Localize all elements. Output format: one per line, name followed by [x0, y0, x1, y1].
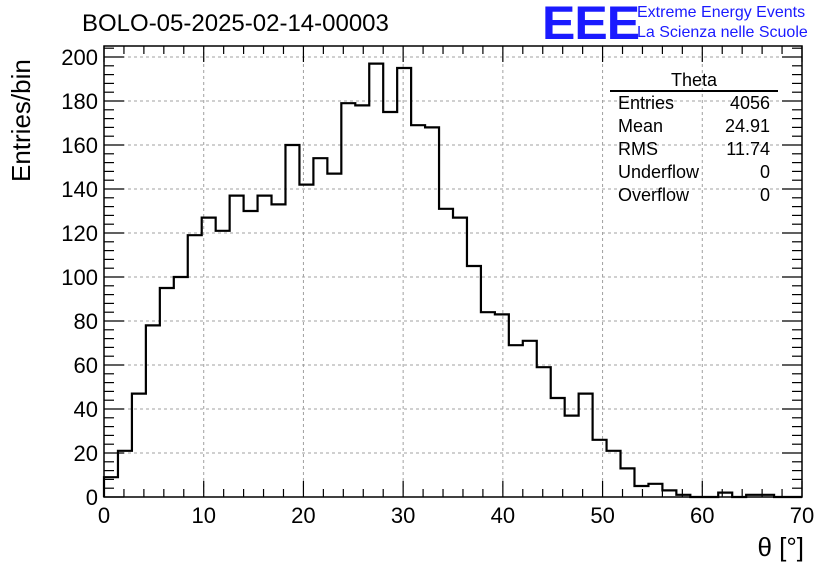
stats-value: 4056: [729, 93, 770, 113]
tick-labels: 0 10 20 30 40 50 60 70 0 20 40 60 80 100 120 140 160 180 2…: [61, 45, 814, 528]
stats-row-entries: Entries 4056: [610, 92, 778, 115]
x-tick-label: 40: [491, 503, 515, 528]
y-tick-label: 140: [61, 177, 98, 202]
stats-title: Theta: [610, 70, 778, 92]
stats-label: Mean: [618, 116, 664, 136]
stats-value: 0: [759, 185, 770, 205]
logo-line-2: La Scienza nelle Scuole: [637, 24, 808, 41]
x-tick-label: 60: [690, 503, 714, 528]
x-tick-label: 70: [790, 503, 814, 528]
y-tick-label: 160: [61, 133, 98, 158]
plot-frame: [103, 45, 803, 498]
stats-value: 11.74: [726, 139, 770, 159]
ticks: [103, 46, 803, 498]
x-tick-label: 20: [291, 503, 315, 528]
y-tick-label: 20: [74, 441, 98, 466]
eee-logo: EEE: [542, 0, 640, 50]
stats-label: Entries: [618, 93, 675, 113]
y-tick-label: 120: [61, 221, 98, 246]
x-tick-label: 30: [391, 503, 415, 528]
y-tick-label: 60: [74, 353, 98, 378]
x-tick-label: 50: [590, 503, 614, 528]
stats-row-rms: RMS 11.74: [610, 138, 778, 161]
stats-label: RMS: [618, 139, 658, 159]
x-axis-label: θ [°]: [757, 532, 804, 562]
logo-line-1: Extreme Energy Events: [637, 4, 806, 21]
histogram-line: [102, 62, 802, 499]
x-tick-label: 0: [98, 503, 110, 528]
y-tick-label: 40: [74, 397, 98, 422]
stats-label: Underflow: [618, 162, 700, 182]
y-tick-label: 80: [74, 309, 98, 334]
x-tick-label: 10: [191, 503, 215, 528]
stats-value: 0: [759, 162, 770, 182]
stats-row-overflow: Overflow 0: [610, 184, 778, 207]
axes: [103, 45, 803, 498]
y-tick-label: 0: [86, 485, 98, 510]
stats-value: 24.91: [724, 116, 770, 136]
stats-row-underflow: Underflow 0: [610, 161, 778, 184]
stats-row-mean: Mean 24.91: [610, 115, 778, 138]
y-tick-label: 100: [61, 265, 98, 290]
y-tick-label: 200: [61, 45, 98, 70]
grid-lines: [104, 46, 802, 497]
chart-title: BOLO-05-2025-02-14-00003: [82, 10, 389, 37]
stats-label: Overflow: [618, 185, 690, 205]
y-tick-label: 180: [61, 89, 98, 114]
stats-box: Theta Entries 4056 Mean 24.91 RMS 11.74 …: [610, 70, 778, 207]
eee-logo-text: Extreme Energy Events La Scienza nelle S…: [637, 3, 808, 43]
y-axis-label: Entries/bin: [6, 59, 36, 182]
